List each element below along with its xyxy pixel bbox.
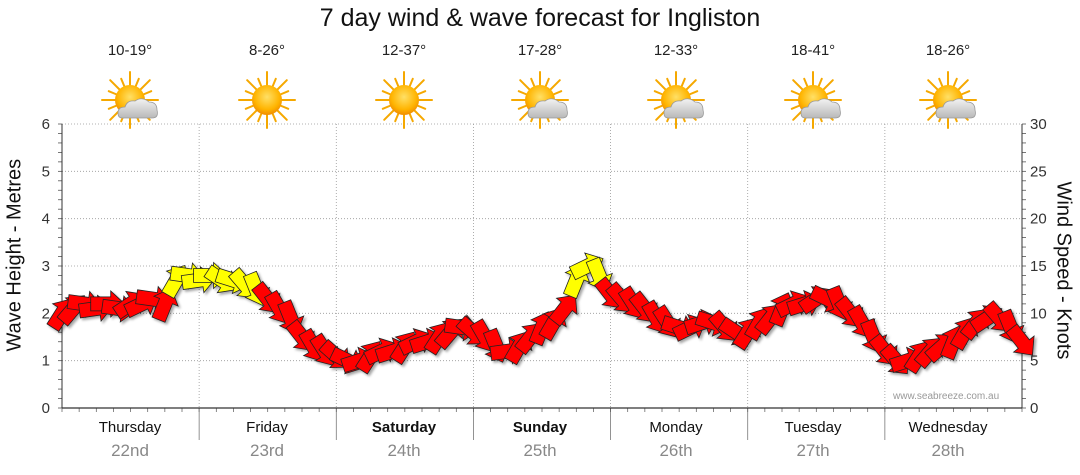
y2-axis-title: Wind Speed - Knots <box>1052 181 1075 360</box>
y2-tick-label: 10 <box>1030 305 1047 322</box>
sun-cloud-icon <box>783 70 843 130</box>
y2-tick-label: 5 <box>1030 353 1038 370</box>
day-temp: 12-37° <box>381 42 427 59</box>
day-date: 27th <box>796 441 830 460</box>
y2-tick-label: 30 <box>1030 116 1047 133</box>
sun-cloud-icon <box>918 70 978 130</box>
day-name: Saturday <box>371 419 437 436</box>
day-temp: 18-41° <box>790 42 836 59</box>
y-tick-label: 3 <box>42 258 50 275</box>
y2-tick-label: 20 <box>1030 211 1047 228</box>
y-tick-label: 5 <box>42 163 50 180</box>
chart-title: 7 day wind & wave forecast for Ingliston <box>319 4 761 32</box>
y-tick-label: 2 <box>42 305 50 322</box>
sun-cloud-icon <box>646 70 706 130</box>
y2-tick-label: 0 <box>1030 400 1038 417</box>
day-name: Friday <box>246 419 288 436</box>
day-name: Wednesday <box>908 419 988 436</box>
y-tick-label: 1 <box>42 353 50 370</box>
y2-tick-label: 15 <box>1030 258 1047 275</box>
day-date: 22nd <box>111 441 149 460</box>
sun-cloud-icon <box>510 70 570 130</box>
day-date: 23rd <box>249 441 285 460</box>
watermark: www.seabreeze.com.au <box>893 391 1000 402</box>
y-tick-label: 0 <box>42 400 50 417</box>
day-date: 28th <box>931 441 965 460</box>
y2-tick-label: 25 <box>1030 163 1047 180</box>
y-axis-title: Wave Height - Metres <box>3 158 26 352</box>
day-temp: 12-33° <box>653 42 699 59</box>
day-name: Tuesday <box>784 419 842 436</box>
day-name: Monday <box>649 419 703 436</box>
day-date: 25th <box>523 441 557 460</box>
sun-icon <box>374 70 434 130</box>
sun-cloud-icon <box>100 70 160 130</box>
day-temp: 8-26° <box>248 42 286 59</box>
day-temp: 10-19° <box>107 42 153 59</box>
day-temp: 18-26° <box>925 42 971 59</box>
day-name: Thursday <box>98 419 162 436</box>
wind-arrow <box>548 294 578 327</box>
y-tick-label: 6 <box>42 116 50 133</box>
day-date: 24th <box>387 441 421 460</box>
wind-arrow <box>1005 323 1035 356</box>
day-temp: 17-28° <box>517 42 563 59</box>
day-name: Sunday <box>512 419 568 436</box>
sun-icon <box>237 70 297 130</box>
day-date: 26th <box>659 441 693 460</box>
y-tick-label: 4 <box>42 211 50 228</box>
